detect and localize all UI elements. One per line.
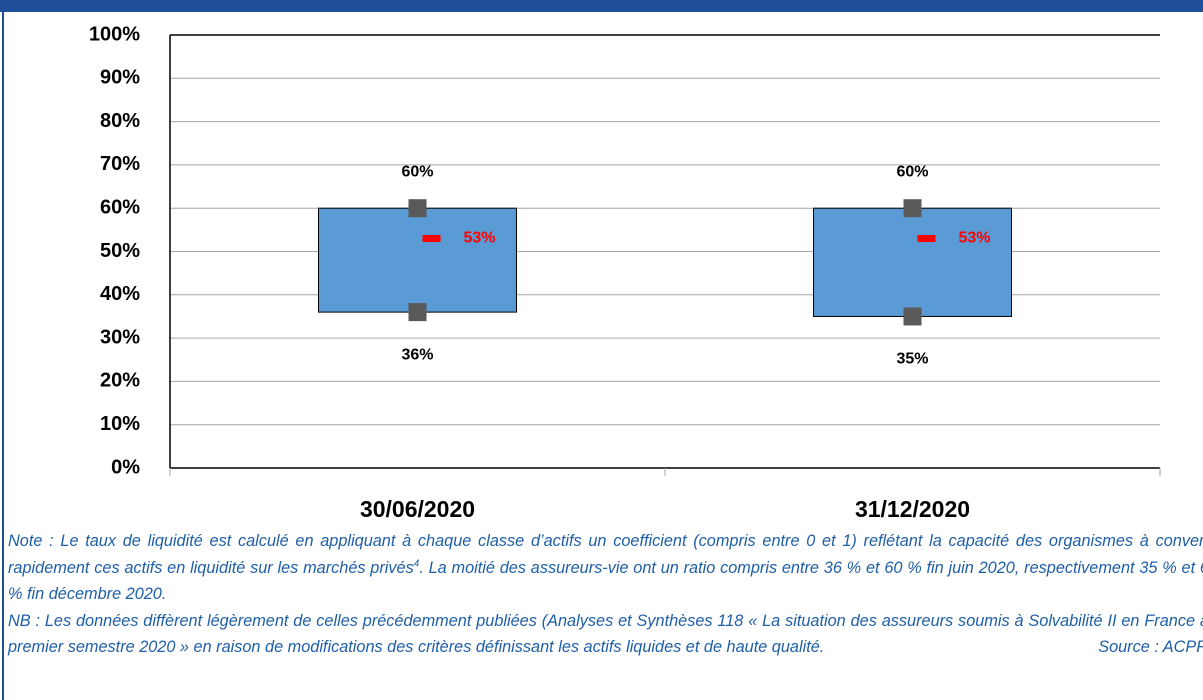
y-tick-label: 60%	[100, 196, 140, 218]
x-tick-label: 30/06/2020	[360, 496, 475, 520]
y-tick-label: 90%	[100, 67, 140, 89]
nb: NB : Les données diffèrent légèrement de…	[8, 608, 1203, 661]
footnote-ref: 4	[413, 558, 420, 570]
y-tick-label: 100%	[89, 23, 140, 45]
data-label: 53%	[959, 230, 991, 247]
y-tick-label: 70%	[100, 153, 140, 175]
y-tick-label: 20%	[100, 370, 140, 392]
low-marker	[408, 303, 427, 322]
data-label: 60%	[896, 163, 928, 180]
frame-line	[2, 0, 4, 700]
high-marker	[903, 199, 922, 218]
note: Note : Le taux de liquidité est calculé …	[8, 528, 1203, 608]
chart: 0% 10% 20% 30% 40% 50% 60% 70% 80% 90% 100% 30/06/2…	[89, 23, 1161, 520]
note-text: Note : Le taux de liquidité est calculé …	[8, 532, 1203, 577]
low-marker	[903, 307, 922, 326]
y-tick-label: 0%	[111, 456, 140, 478]
y-tick-label: 40%	[100, 283, 140, 305]
y-tick-label: 10%	[100, 413, 140, 435]
data-label: 60%	[401, 163, 433, 180]
note-text: . La moitié des assureurs-vie ont un rat…	[8, 558, 1203, 604]
data-label: 36%	[401, 346, 433, 363]
median-marker	[422, 235, 441, 243]
data-label: 53%	[464, 230, 496, 247]
source: Source : ACPR	[1098, 638, 1203, 656]
x-tick-label: 31/12/2020	[855, 496, 970, 520]
header-bar	[0, 0, 1203, 12]
y-tick-label: 80%	[100, 110, 140, 132]
y-tick-label: 50%	[100, 240, 140, 262]
range-box	[318, 207, 517, 313]
data-label: 35%	[896, 351, 928, 368]
notes: Note : Le taux de liquidité est calculé …	[8, 528, 1203, 661]
median-marker	[917, 235, 936, 243]
y-tick-label: 30%	[100, 326, 140, 348]
high-marker	[408, 199, 427, 218]
range-box	[813, 207, 1012, 317]
nb-text: NB : Les données diffèrent légèrement de…	[8, 611, 1203, 657]
